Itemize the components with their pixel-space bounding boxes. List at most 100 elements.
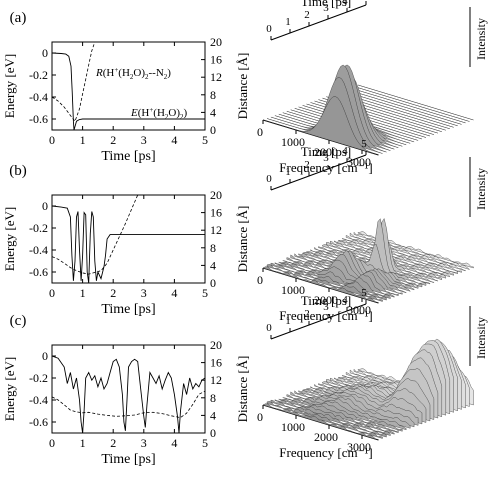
freq-tick-label: 3000	[347, 155, 371, 169]
y-left-tick-label: -0.6	[29, 265, 48, 279]
x-tick-label: 5	[202, 436, 208, 450]
x-tick-label: 3	[141, 286, 147, 300]
freq-tick-label: 2000	[314, 430, 338, 444]
time-tick-label: 1	[285, 16, 291, 28]
x-tick-label: 2	[110, 286, 116, 300]
surface-strip	[266, 264, 383, 302]
y-right-axis-label: Distance [Å]	[235, 53, 250, 120]
x-tick-label: 4	[171, 436, 177, 450]
y-right-tick-label: 4	[210, 105, 216, 119]
frequency-axis-label: Frequency [cm⁻¹]	[279, 308, 372, 323]
time-tick-label: 4	[342, 0, 348, 7]
y-left-tick-label: -0.6	[29, 415, 48, 429]
x-tick-label: 4	[171, 133, 177, 147]
time-tick-label: 3	[323, 152, 329, 164]
time-tick-label: 1	[285, 315, 291, 327]
plot-frame	[51, 194, 206, 284]
series-line-energy	[52, 355, 205, 433]
surface-strip	[262, 266, 379, 304]
freq-tick-label: 2000	[314, 145, 338, 159]
series-line-energy	[52, 205, 205, 283]
y-left-tick-label: -0.4	[29, 243, 48, 257]
surface-panel-a: 0 1 2 3 4 5 Time [ps] Intensity 0 1000 2000 3000Fre…	[257, 0, 488, 175]
surface-strip	[357, 84, 474, 121]
intensity-axis-label: Intensity	[474, 168, 488, 210]
y-left-tick-label: -0.4	[29, 90, 48, 104]
x-tick-label: 1	[80, 133, 86, 147]
time-tick-label: 5	[361, 287, 367, 299]
freq-tick-label: 0	[257, 273, 263, 287]
x-tick-label: 5	[202, 286, 208, 300]
y-left-tick-label: -0.2	[29, 371, 48, 385]
series-line-distance	[52, 42, 96, 123]
panel-label: (a)	[10, 10, 27, 26]
plot-frame	[51, 344, 206, 434]
y-right-tick-label: 0	[210, 426, 216, 440]
y-left-tick-label: 0	[42, 199, 48, 213]
y-left-axis-label: Energy [eV]	[2, 357, 17, 421]
y-right-tick-label: 20	[210, 338, 222, 352]
intensity-axis-label: Intensity	[474, 18, 488, 60]
x-tick-label: 2	[110, 436, 116, 450]
surface-strip	[342, 90, 458, 126]
y-left-tick-label: -0.4	[29, 393, 48, 407]
freq-tick-label: 0	[257, 125, 263, 139]
time-axis	[270, 4, 367, 41]
freq-tick-label: 1000	[281, 135, 305, 149]
time-tick-label: 1	[285, 166, 291, 178]
y-right-tick-label: 16	[210, 53, 222, 67]
freq-tick-label: 2000	[314, 293, 338, 307]
time-tick-label: 4	[342, 145, 348, 157]
surface-strip	[350, 87, 466, 124]
frequency-axis-label: Frequency [cm⁻¹]	[279, 445, 372, 460]
y-right-tick-label: 12	[210, 373, 222, 387]
surface-strip	[262, 403, 379, 441]
time-axis-label: Time [ps]	[301, 144, 351, 159]
surface-strip	[262, 96, 379, 156]
time-tick-label: 0	[266, 322, 272, 334]
x-tick-label: 2	[110, 133, 116, 147]
time-axis-label: Time [ps]	[301, 0, 351, 9]
panel-label: (b)	[9, 163, 27, 179]
y-right-tick-label: 4	[210, 258, 216, 272]
time-tick-label: 2	[304, 9, 310, 21]
y-left-tick-label: 0	[42, 349, 48, 363]
y-left-axis-label: Energy [eV]	[2, 207, 17, 271]
time-tick-label: 5	[361, 138, 367, 150]
time-tick-label: 4	[342, 294, 348, 306]
time-tick-label: 3	[323, 301, 329, 313]
surface-strip	[270, 399, 387, 438]
y-right-tick-label: 8	[210, 241, 216, 255]
time-axis	[270, 303, 367, 340]
x-tick-label: 3	[141, 133, 147, 147]
x-tick-label: 1	[80, 436, 86, 450]
y-right-tick-label: 0	[210, 123, 216, 137]
surface-strip	[266, 401, 383, 439]
y-right-tick-label: 16	[210, 356, 222, 370]
surface-strip	[353, 86, 470, 122]
y-left-tick-label: -0.2	[29, 221, 48, 235]
y-right-tick-label: 20	[210, 35, 222, 49]
y-right-tick-label: 8	[210, 391, 216, 405]
x-tick-label: 0	[49, 436, 55, 450]
series-line-energy	[52, 52, 205, 130]
time-axis	[270, 154, 367, 191]
time-tick-label: 2	[304, 308, 310, 320]
x-tick-label: 4	[171, 286, 177, 300]
y-right-tick-label: 0	[210, 276, 216, 290]
freq-tick-label: 3000	[347, 440, 371, 454]
time-tick-label: 0	[266, 173, 272, 185]
surface-strip	[274, 399, 391, 436]
y-right-tick-label: 12	[210, 223, 222, 237]
y-left-tick-label: -0.2	[29, 68, 48, 82]
series-line-distance	[52, 195, 139, 275]
x-axis-label: Time [ps]	[101, 302, 155, 317]
annotation-energy: E(H+(H2O)2)	[130, 106, 188, 121]
x-axis-label: Time [ps]	[101, 452, 155, 467]
surface-panel-b: 0 1 2 3 4 5 Time [ps] Intensity 0 1000 2000 3000 Fre…	[257, 138, 488, 323]
y-right-tick-label: 12	[210, 70, 222, 84]
